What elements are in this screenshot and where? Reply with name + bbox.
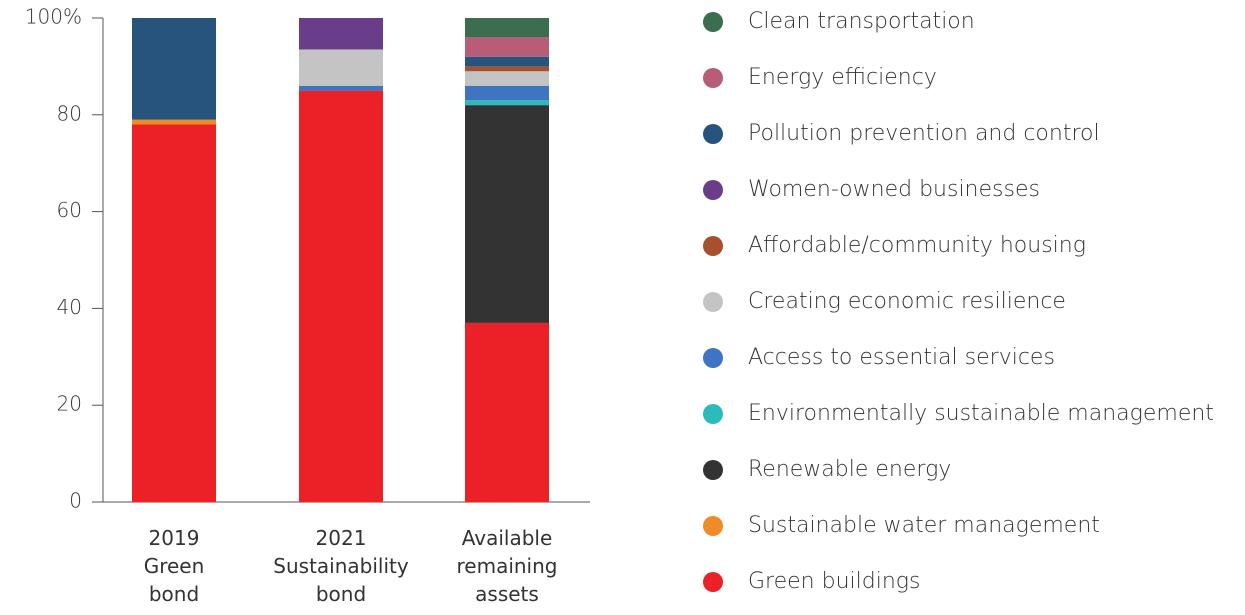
bar-segment — [132, 124, 216, 502]
legend-label: Sustainable water management — [748, 513, 1100, 538]
bar-segment — [465, 71, 549, 86]
bar-segment — [465, 66, 549, 72]
legend-marker — [703, 292, 723, 312]
legend-label: Access to essential services — [748, 345, 1055, 370]
legend-label: Green buildings — [748, 569, 920, 594]
y-tick-label: 40 — [57, 295, 82, 319]
x-tick-label: Available remaining assets — [456, 526, 558, 606]
legend-marker — [703, 236, 723, 256]
legend-marker — [703, 124, 723, 144]
legend-marker — [703, 348, 723, 368]
bar-segment — [299, 18, 383, 50]
bar-segment — [465, 37, 549, 57]
y-tick-label: 60 — [57, 198, 82, 222]
x-tick-label: 2021 Sustainability bond — [273, 526, 409, 606]
legend-label: Environmentally sustainable management — [748, 401, 1214, 426]
bar-segment — [465, 18, 549, 38]
legend-marker — [703, 404, 723, 424]
x-tick-label: 2019 Green bond — [143, 526, 205, 606]
legend-label: Pollution prevention and control — [748, 121, 1100, 146]
legend-marker — [703, 180, 723, 200]
bar-segment — [465, 105, 549, 323]
bar-segment — [465, 85, 549, 101]
legend-label: Women-owned businesses — [748, 177, 1040, 202]
bar-segment — [465, 322, 549, 502]
bar-segment — [299, 85, 383, 91]
legend-marker — [703, 572, 723, 592]
y-tick-label: 80 — [57, 101, 82, 125]
y-tick-label: 20 — [57, 392, 82, 416]
legend-marker — [703, 460, 723, 480]
legend-label: Creating economic resilience — [748, 289, 1066, 314]
legend-marker — [703, 516, 723, 536]
legend-marker — [703, 12, 723, 32]
bar-segment — [299, 49, 383, 86]
y-tick-label: 100% — [25, 5, 82, 29]
y-tick-label: 0 — [69, 489, 82, 513]
bar-segment — [465, 56, 549, 67]
legend-label: Clean transportation — [748, 9, 975, 34]
legend-label: Energy efficiency — [748, 65, 937, 90]
legend-label: Affordable/community housing — [748, 233, 1086, 258]
legend-label: Renewable energy — [748, 457, 951, 482]
bar-segment — [132, 18, 216, 120]
bar-segment — [299, 90, 383, 502]
bar-segment — [132, 119, 216, 125]
bar-segment — [465, 100, 549, 106]
legend-marker — [703, 68, 723, 88]
